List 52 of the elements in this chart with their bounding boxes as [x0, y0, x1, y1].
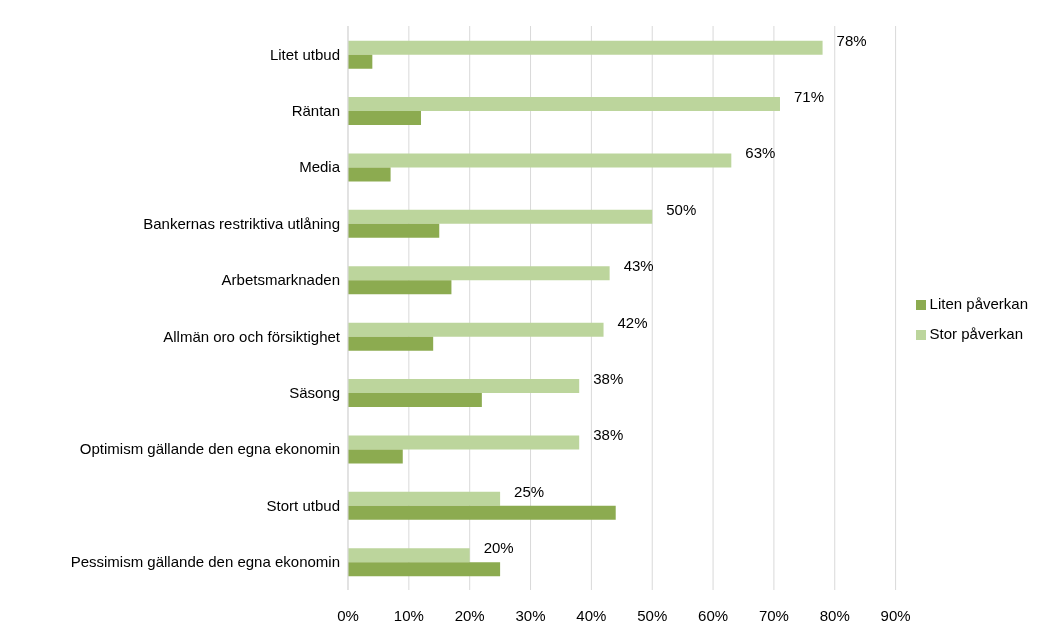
- bar: [348, 40, 823, 55]
- bar: [348, 209, 653, 224]
- data-label: 63%: [745, 144, 776, 162]
- data-label: 78%: [836, 31, 867, 49]
- bar: [348, 548, 470, 563]
- x-tick-label: 60%: [698, 606, 729, 624]
- bar: [348, 266, 610, 281]
- data-label: 25%: [514, 482, 545, 500]
- bar: [348, 491, 501, 506]
- data-label: 38%: [593, 426, 624, 444]
- bar: [348, 223, 440, 238]
- bar: [348, 111, 422, 126]
- bar: [348, 505, 616, 520]
- y-tick-label: Litet utbud: [269, 45, 340, 63]
- bar: [348, 449, 403, 464]
- y-tick-label: Räntan: [291, 101, 340, 119]
- bar: [348, 562, 501, 577]
- x-tick-label: 90%: [880, 606, 911, 624]
- bar: [348, 435, 580, 450]
- x-tick-label: 0%: [337, 606, 359, 624]
- bar: [348, 393, 482, 408]
- data-label: 20%: [483, 539, 514, 557]
- bar: [348, 322, 604, 337]
- x-tick-label: 30%: [515, 606, 546, 624]
- x-tick-label: 50%: [637, 606, 668, 624]
- legend-label: Liten påverkan: [929, 295, 1028, 312]
- data-label: 43%: [623, 257, 654, 275]
- y-tick-label: Bankernas restriktiva utlåning: [143, 214, 340, 232]
- y-tick-label: Arbetsmarknaden: [221, 271, 340, 289]
- y-tick-label: Stort utbud: [266, 496, 340, 514]
- y-tick-label: Allmän oro och försiktighet: [163, 327, 341, 345]
- x-tick-label: 20%: [454, 606, 485, 624]
- bar: [348, 280, 452, 295]
- x-tick-label: 10%: [393, 606, 424, 624]
- legend-label: Stor påverkan: [929, 325, 1023, 342]
- bar: [348, 153, 732, 168]
- x-tick-label: 70%: [758, 606, 789, 624]
- x-tick-label: 80%: [819, 606, 850, 624]
- bar: [348, 54, 373, 69]
- bar: [348, 379, 580, 394]
- y-tick-label: Media: [299, 158, 341, 176]
- bar: [348, 167, 391, 182]
- x-tick-label: 40%: [576, 606, 607, 624]
- y-tick-label: Optimism gällande den egna ekonomin: [79, 440, 340, 458]
- bar: [348, 97, 780, 112]
- data-label: 71%: [793, 88, 825, 106]
- data-label: 50%: [666, 200, 697, 218]
- bar: [348, 336, 434, 351]
- data-label: 42%: [617, 313, 648, 331]
- data-label: 38%: [593, 370, 624, 388]
- y-tick-label: Pessimism gällande den egna ekonomin: [70, 553, 340, 571]
- y-tick-label: Säsong: [289, 383, 340, 401]
